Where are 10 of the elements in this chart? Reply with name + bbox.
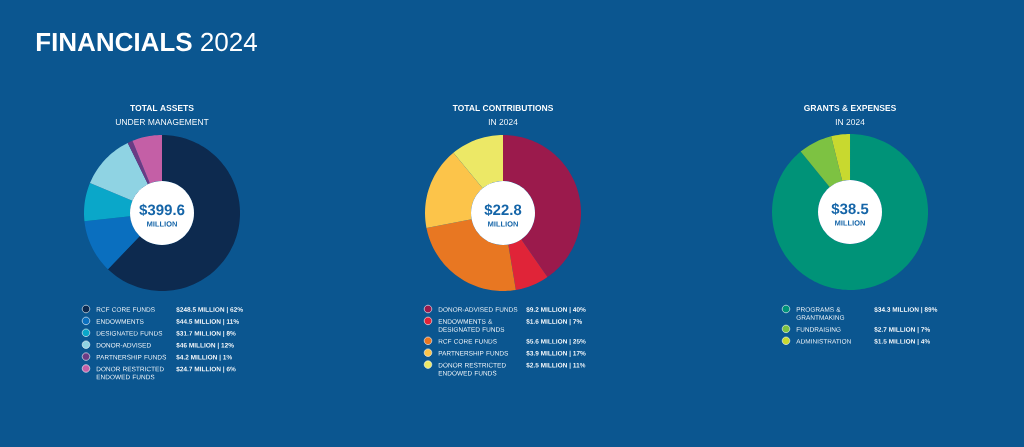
text: $399.6 <box>139 203 185 217</box>
text: FINANCIALS 2024 <box>36 32 257 52</box>
text: $38.5 <box>831 202 869 216</box>
chart-title: TOTAL CONTRIBUTIONS <box>452 104 554 111</box>
chart-subtitle: IN 2024 <box>488 118 518 125</box>
chart-title: GRANTS & EXPENSES <box>804 104 896 111</box>
text: $22.8 <box>484 203 522 217</box>
chart-subtitle: IN 2024 <box>835 118 865 125</box>
chart-subtitle: UNDER MANAGEMENT <box>115 118 209 125</box>
chart-title: TOTAL ASSETS <box>130 104 194 111</box>
